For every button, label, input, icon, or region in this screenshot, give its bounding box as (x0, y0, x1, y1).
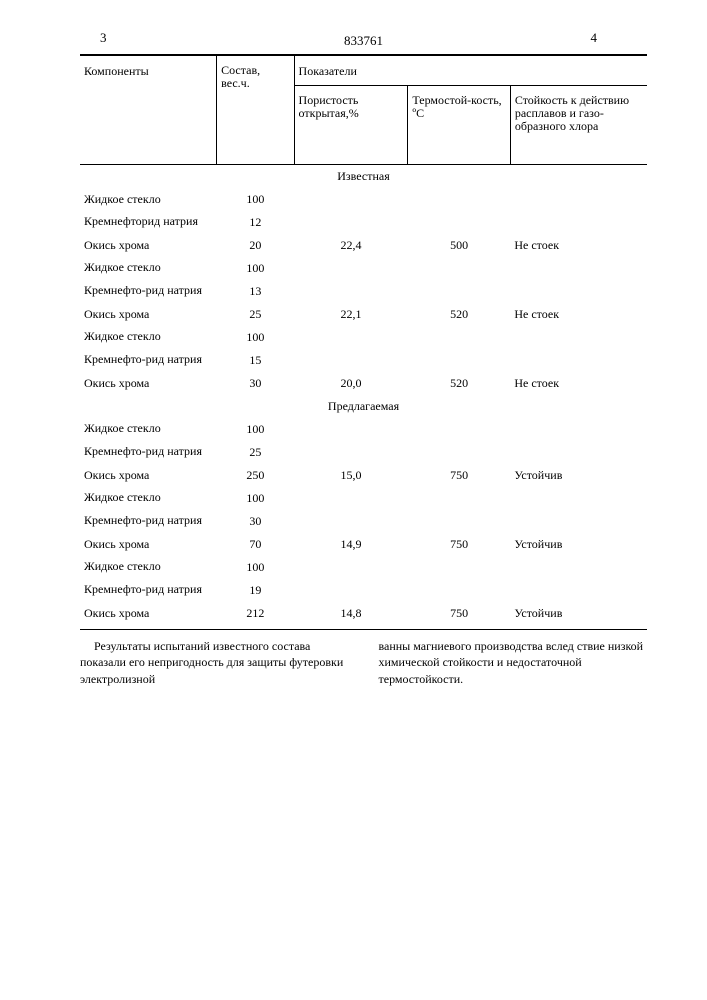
cell-stability: Не стоек (510, 303, 647, 326)
cell-component: Кремнефторид натрия (80, 211, 217, 234)
cell-value: 15 (217, 349, 294, 372)
table-row: Кремнефто-рид натрия 30 (80, 510, 647, 533)
cell-value: 25 (217, 303, 294, 326)
cell-thermo: 520 (408, 372, 510, 395)
table-row: Окись хрома 250 15,0 750 Устойчив (80, 464, 647, 487)
cell-value: 100 (217, 257, 294, 280)
cell-value: 30 (217, 372, 294, 395)
table-row: Окись хрома 25 22,1 520 Не стоек (80, 303, 647, 326)
composition-table: Компоненты Состав, вес.ч. Показатели Пор… (80, 54, 647, 625)
cell-thermo: 750 (408, 533, 510, 556)
table-row: Жидкое стекло 100 (80, 326, 647, 349)
col-header-components: Компоненты (80, 55, 217, 164)
cell-component: Жидкое стекло (80, 487, 217, 510)
footer-left: Результаты испытаний известного состава … (80, 638, 349, 688)
cell-value: 20 (217, 234, 294, 257)
cell-porosity: 22,4 (294, 234, 408, 257)
cell-thermo: 750 (408, 602, 510, 625)
col-header-pokazateli: Показатели (294, 55, 647, 86)
cell-value: 19 (217, 579, 294, 602)
table-row: Кремнефто-рид натрия 15 (80, 349, 647, 372)
doc-number: 833761 (80, 33, 647, 49)
cell-thermo: 520 (408, 303, 510, 326)
cell-value: 100 (217, 326, 294, 349)
cell-value: 100 (217, 418, 294, 441)
footer-text-block: Результаты испытаний известного состава … (80, 638, 647, 688)
cell-component: Окись хрома (80, 533, 217, 556)
cell-value: 70 (217, 533, 294, 556)
cell-component: Жидкое стекло (80, 556, 217, 579)
table-row: Кремнефторид натрия 12 (80, 211, 647, 234)
cell-component: Кремнефто-рид натрия (80, 280, 217, 303)
cell-value: 25 (217, 441, 294, 464)
table-row: Жидкое стекло 100 (80, 487, 647, 510)
cell-porosity: 15,0 (294, 464, 408, 487)
table-row: Жидкое стекло 100 (80, 418, 647, 441)
table-row: Жидкое стекло 100 (80, 556, 647, 579)
section-known: Известная (80, 164, 647, 188)
cell-value: 100 (217, 188, 294, 211)
table-row: Кремнефто-рид натрия 25 (80, 441, 647, 464)
footer-right: ванны магниевого производства вслед стви… (379, 638, 648, 688)
cell-component: Окись хрома (80, 234, 217, 257)
cell-component: Окись хрома (80, 303, 217, 326)
table-row: Окись хрома 20 22,4 500 Не стоек (80, 234, 647, 257)
cell-component: Жидкое стекло (80, 257, 217, 280)
cell-component: Жидкое стекло (80, 326, 217, 349)
cell-stability: Устойчив (510, 602, 647, 625)
cell-value: 212 (217, 602, 294, 625)
cell-component: Кремнефто-рид натрия (80, 579, 217, 602)
cell-component: Окись хрома (80, 372, 217, 395)
col-header-thermo: Термостой-кость, ºС (408, 86, 510, 165)
cell-component: Окись хрома (80, 464, 217, 487)
cell-value: 12 (217, 211, 294, 234)
cell-stability: Не стоек (510, 372, 647, 395)
cell-value: 100 (217, 556, 294, 579)
cell-value: 100 (217, 487, 294, 510)
table-row: Окись хрома 212 14,8 750 Устойчив (80, 602, 647, 625)
col-header-stability: Стойкость к действию расплавов и газо-об… (510, 86, 647, 165)
table-row: Жидкое стекло 100 (80, 257, 647, 280)
table-row: Жидкое стекло 100 (80, 188, 647, 211)
cell-porosity: 20,0 (294, 372, 408, 395)
cell-value: 30 (217, 510, 294, 533)
cell-value: 250 (217, 464, 294, 487)
section-proposed: Предлагаемая (80, 395, 647, 418)
table-bottom-rule (80, 629, 647, 630)
table-row: Кремнефто-рид натрия 13 (80, 280, 647, 303)
cell-value: 13 (217, 280, 294, 303)
cell-porosity: 22,1 (294, 303, 408, 326)
table-row: Кремнефто-рид натрия 19 (80, 579, 647, 602)
cell-stability: Не стоек (510, 234, 647, 257)
cell-porosity: 14,8 (294, 602, 408, 625)
cell-component: Кремнефто-рид натрия (80, 441, 217, 464)
cell-thermo: 500 (408, 234, 510, 257)
cell-stability: Устойчив (510, 533, 647, 556)
cell-component: Окись хрома (80, 602, 217, 625)
cell-component: Жидкое стекло (80, 418, 217, 441)
cell-porosity: 14,9 (294, 533, 408, 556)
cell-component: Жидкое стекло (80, 188, 217, 211)
cell-thermo: 750 (408, 464, 510, 487)
col-header-porosity: Пористость открытая,% (294, 86, 408, 165)
table-row: Окись хрома 30 20,0 520 Не стоек (80, 372, 647, 395)
cell-component: Кремнефто-рид натрия (80, 510, 217, 533)
cell-stability: Устойчив (510, 464, 647, 487)
cell-component: Кремнефто-рид натрия (80, 349, 217, 372)
col-header-sostav: Состав, вес.ч. (217, 55, 294, 164)
table-row: Окись хрома 70 14,9 750 Устойчив (80, 533, 647, 556)
